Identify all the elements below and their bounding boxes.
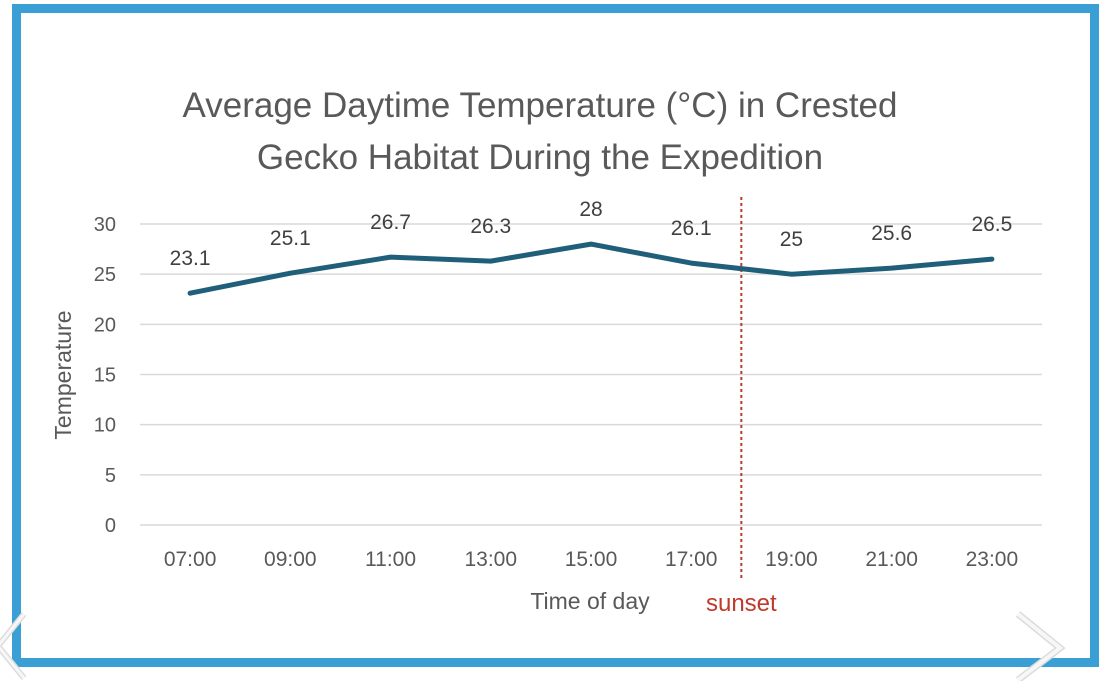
y-tick-label: 10 — [94, 415, 116, 437]
x-tick-label: 07:00 — [164, 548, 217, 571]
y-tick-label: 15 — [94, 365, 116, 387]
x-tick-label: 17:00 — [665, 548, 718, 571]
series-line — [187, 241, 995, 296]
y-tick-label: 30 — [94, 214, 116, 236]
chevron-right-icon[interactable] — [1010, 610, 1070, 681]
y-tick-label: 25 — [94, 264, 116, 286]
data-label: 26.7 — [370, 211, 411, 234]
y-tick-labels: 0 5 10 15 20 25 30 — [94, 214, 116, 537]
chart-frame — [12, 4, 1099, 667]
x-tick-labels: 07:00 09:00 11:00 13:00 15:00 17:00 19:00 21:00… — [164, 548, 1018, 571]
x-axis-label: Time of day — [530, 588, 650, 614]
y-axis-label: Temperature — [50, 310, 76, 439]
data-label: 28 — [579, 198, 602, 221]
data-label: 25 — [780, 228, 803, 251]
x-tick-label: 19:00 — [765, 548, 818, 571]
x-tick-label: 09:00 — [264, 548, 317, 571]
data-label: 26.5 — [971, 213, 1012, 236]
x-tick-label: 11:00 — [365, 548, 416, 571]
chevron-left-icon[interactable] — [0, 612, 34, 681]
data-label: 25.6 — [871, 222, 912, 245]
data-label: 26.3 — [470, 215, 511, 238]
y-tick-label: 20 — [94, 314, 116, 336]
data-labels: 23.1 25.1 26.7 26.3 28 26.1 25 25.6 26.5 — [170, 198, 1013, 270]
data-label: 25.1 — [270, 227, 311, 250]
x-tick-label: 15:00 — [565, 548, 618, 571]
chart-title: Average Daytime Temperature (°C) in Cres… — [182, 86, 898, 177]
y-tick-label: 0 — [105, 515, 116, 537]
data-label: 23.1 — [170, 247, 211, 270]
x-tick-label: 23:00 — [966, 548, 1019, 571]
y-tick-label: 5 — [105, 465, 116, 487]
sunset-annotation-label: sunset — [706, 590, 777, 617]
data-label: 26.1 — [671, 217, 712, 240]
x-tick-label: 13:00 — [464, 548, 517, 571]
x-tick-label: 21:00 — [865, 548, 918, 571]
